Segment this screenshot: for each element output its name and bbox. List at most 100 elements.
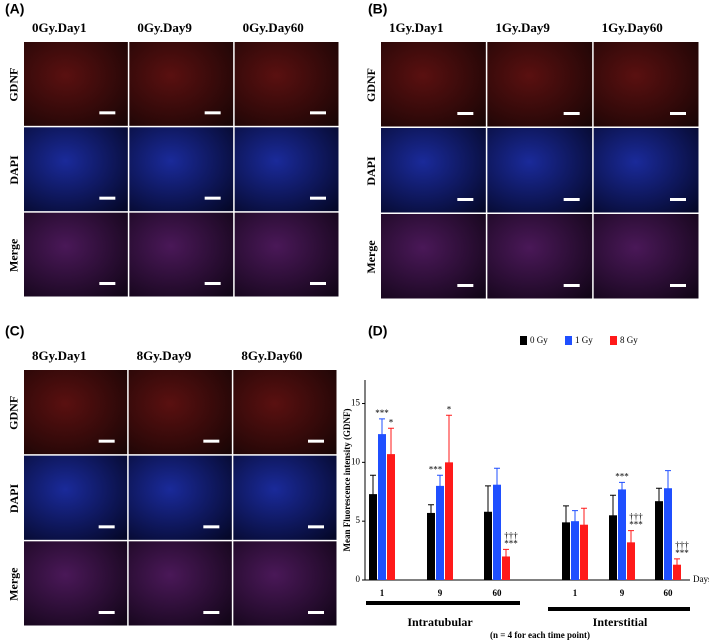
bar: [387, 454, 395, 580]
column-label: 1Gy.Day9: [495, 20, 550, 35]
x-tick-label: 1: [573, 588, 578, 598]
significance: †††: [629, 512, 643, 522]
y-tick-label: 0: [356, 574, 361, 584]
row-label: GDNF: [7, 68, 21, 102]
scale-bar: [204, 282, 221, 285]
scale-bar: [204, 111, 221, 115]
scale-bar: [308, 525, 324, 529]
scale-bar: [563, 198, 580, 201]
x-tick-label: 1: [380, 588, 385, 598]
bar: [436, 485, 444, 580]
scale-bar: [670, 112, 686, 115]
bar: [484, 511, 492, 580]
bar: [580, 524, 588, 580]
bar: [378, 434, 386, 580]
error-bar: [610, 494, 616, 536]
significance: †††: [504, 530, 518, 540]
x-tick-label: 60: [664, 588, 674, 598]
significance: ***: [615, 471, 629, 481]
legend-label: 8 Gy: [620, 335, 638, 345]
panel-label: (D): [368, 323, 387, 339]
legend-swatch: [520, 336, 527, 345]
error-bar: [619, 481, 625, 497]
scale-bar: [98, 525, 115, 529]
scale-bar: [308, 439, 324, 443]
panel-label: (C): [5, 323, 24, 339]
error-bar: [674, 558, 680, 571]
bar: [445, 462, 453, 580]
legend-swatch: [610, 336, 617, 345]
scale-bar: [457, 198, 474, 201]
bar: [655, 501, 663, 580]
column-label: 1Gy.Day1: [389, 20, 444, 35]
error-bar: [628, 530, 634, 555]
error-bar: [379, 418, 385, 450]
bar: [627, 542, 635, 580]
column-label: 0Gy.Day60: [243, 20, 304, 35]
bar: [493, 484, 501, 580]
scale-bar: [99, 111, 116, 115]
group-label: Intratubular: [407, 615, 473, 629]
row-label: Merge: [7, 238, 21, 272]
error-bar: [428, 504, 434, 522]
y-axis-label: Mean Fluorescence intensity (GDNF): [342, 408, 352, 551]
legend-label: 0 Gy: [530, 335, 548, 345]
row-label: DAPI: [7, 155, 21, 185]
bar: [609, 515, 617, 580]
x-tick-label: 60: [493, 588, 503, 598]
scale-bar: [310, 282, 326, 285]
column-label: 0Gy.Day1: [32, 20, 87, 35]
scale-bar: [310, 196, 326, 200]
error-bar: [572, 510, 578, 532]
significance: †††: [675, 540, 689, 550]
bar: [571, 521, 579, 580]
scale-bar: [310, 111, 326, 115]
error-bar: [665, 470, 671, 506]
group-bar: [366, 601, 520, 605]
x-axis-label: Days: [693, 574, 709, 584]
group-bar: [548, 607, 690, 611]
scale-bar: [98, 611, 115, 614]
column-label: 0Gy.Day9: [137, 20, 192, 35]
error-bar: [563, 505, 569, 539]
column-label: 8Gy.Day9: [137, 348, 192, 363]
error-bar: [656, 487, 662, 515]
significance: ***: [675, 548, 689, 558]
scale-bar: [203, 611, 220, 614]
significance: ***: [375, 408, 389, 418]
scale-bar: [457, 112, 474, 115]
bar: [427, 512, 435, 580]
y-tick-label: 15: [351, 398, 361, 408]
error-bar: [388, 427, 394, 480]
bar: [673, 564, 681, 580]
error-bar: [503, 548, 509, 564]
x-tick-label: 9: [620, 588, 625, 598]
row-label: GDNF: [364, 68, 378, 102]
scale-bar: [308, 611, 324, 614]
scale-bar: [670, 284, 686, 287]
panel-label: (B): [368, 1, 387, 17]
significance: ***: [429, 464, 443, 474]
scale-bar: [98, 439, 115, 443]
y-tick-label: 10: [351, 456, 361, 466]
scale-bar: [203, 525, 220, 529]
error-bar: [485, 485, 491, 538]
error-bar: [446, 414, 452, 510]
row-label: Merge: [364, 240, 378, 274]
scale-bar: [563, 112, 580, 115]
legend-label: 1 Gy: [575, 335, 593, 345]
scale-bar: [204, 196, 221, 200]
panel-label: (A): [5, 1, 24, 17]
legend-swatch: [565, 336, 572, 345]
row-label: DAPI: [7, 484, 21, 514]
scale-bar: [203, 439, 220, 443]
column-label: 8Gy.Day60: [241, 348, 302, 363]
error-bar: [370, 474, 376, 513]
scale-bar: [99, 196, 116, 200]
significance: ***: [504, 538, 518, 548]
error-bar: [437, 474, 443, 497]
error-bar: [494, 467, 500, 502]
significance: *: [447, 404, 452, 414]
x-tick-label: 9: [438, 588, 443, 598]
